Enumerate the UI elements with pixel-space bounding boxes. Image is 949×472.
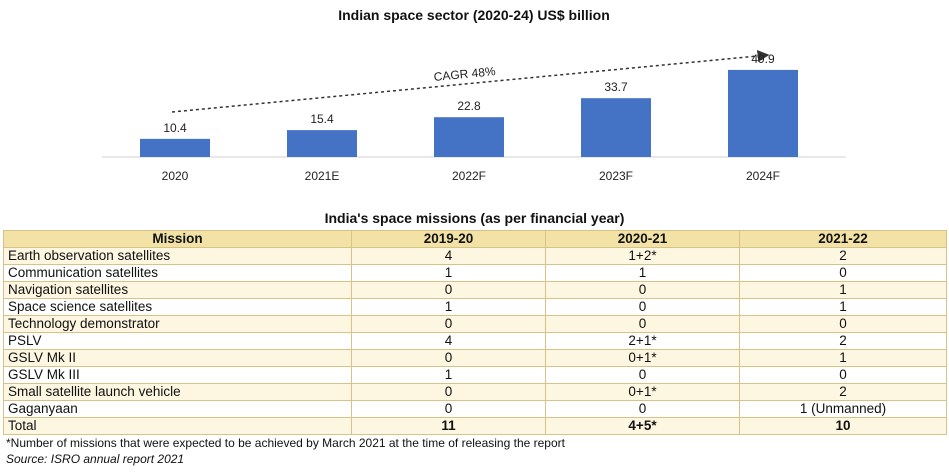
- mission-count-cell: 1: [351, 264, 546, 282]
- table-row: Navigation satellites 0 0 1: [3, 281, 947, 299]
- mission-name-cell: Gaganyaan: [3, 400, 352, 418]
- header-2020-21: 2020-21: [545, 230, 740, 248]
- mission-count-cell: 4: [351, 332, 546, 350]
- mission-count-cell: 0: [351, 400, 546, 418]
- value-label-2023f: 33.7: [604, 80, 628, 94]
- bar-2020: [140, 138, 210, 157]
- table-header-row: Mission 2019-20 2020-21 2021-22: [3, 230, 947, 248]
- value-label-2022f: 22.8: [457, 99, 481, 113]
- mission-count-cell: 1: [739, 281, 947, 299]
- bar-2022f: [434, 117, 504, 157]
- mission-count-cell: 4+5*: [545, 417, 740, 435]
- table-row: Space science satellites 1 0 1: [3, 298, 947, 316]
- mission-name-cell: Communication satellites: [3, 264, 352, 282]
- mission-count-cell: 0: [545, 298, 740, 316]
- bar-chart: Indian space sector (2020-24) US$ billio…: [102, 7, 846, 183]
- header-mission: Mission: [3, 230, 352, 248]
- value-label-2021e: 15.4: [310, 112, 334, 126]
- mission-count-cell: 0: [351, 383, 546, 401]
- mission-count-cell: 10: [739, 417, 947, 435]
- value-label-2024f: 49.9: [751, 52, 775, 66]
- bar-2024f: [728, 69, 798, 157]
- bar-2023f: [581, 98, 651, 157]
- mission-count-cell: 2: [739, 247, 947, 265]
- mission-count-cell: 1: [739, 298, 947, 316]
- missions-table: Mission 2019-20 2020-21 2021-22 Earth ob…: [3, 230, 947, 435]
- table-total-row: Total 11 4+5* 10: [3, 417, 947, 435]
- value-label-2020: 10.4: [163, 121, 187, 135]
- chart-title: Indian space sector (2020-24) US$ billio…: [338, 7, 610, 23]
- mission-count-cell: 0: [739, 315, 947, 333]
- cagr-trend-arrow: [171, 50, 770, 113]
- table-row: Communication satellites 1 1 0: [3, 264, 947, 282]
- x-tick-label-2023f: 2023F: [599, 169, 633, 183]
- mission-name-cell: Technology demonstrator: [3, 315, 352, 333]
- mission-count-cell: 1: [545, 264, 740, 282]
- mission-count-cell: 0: [351, 315, 546, 333]
- table-row: Small satellite launch vehicle 0 0+1* 2: [3, 383, 947, 401]
- table-row: Gaganyaan 0 0 1 (Unmanned): [3, 400, 947, 418]
- mission-count-cell: 0: [739, 366, 947, 384]
- table-row: GSLV Mk II 0 0+1* 1: [3, 349, 947, 367]
- mission-name-cell: Earth observation satellites: [3, 247, 352, 265]
- mission-count-cell: 0: [739, 264, 947, 282]
- bars-group: 10.4 2020 15.4 2021E 22.8 2022F 33.7 2023F 49.9 2…: [140, 52, 798, 183]
- cagr-annotation: CAGR 48%: [433, 64, 496, 84]
- x-tick-label-2022f: 2022F: [452, 169, 486, 183]
- mission-name-cell: Navigation satellites: [3, 281, 352, 299]
- header-2019-20: 2019-20: [351, 230, 546, 248]
- mission-count-cell: 1: [351, 298, 546, 316]
- mission-count-cell: 11: [351, 417, 546, 435]
- mission-name-cell: Total: [3, 417, 352, 435]
- table-title: India's space missions (as per financial…: [324, 210, 625, 226]
- table-row: PSLV 4 2+1* 2: [3, 332, 947, 350]
- mission-name-cell: GSLV Mk III: [3, 366, 352, 384]
- mission-count-cell: 0: [545, 366, 740, 384]
- table-row: GSLV Mk III 1 0 0: [3, 366, 947, 384]
- mission-count-cell: 2+1*: [545, 332, 740, 350]
- table-row: Earth observation satellites 4 1+2* 2: [3, 247, 947, 265]
- x-tick-label-2020: 2020: [162, 169, 189, 183]
- mission-name-cell: GSLV Mk II: [3, 349, 352, 367]
- mission-count-cell: 0+1*: [545, 349, 740, 367]
- mission-count-cell: 1 (Unmanned): [739, 400, 947, 418]
- mission-count-cell: 4: [351, 247, 546, 265]
- mission-count-cell: 2: [739, 383, 947, 401]
- x-tick-label-2021e: 2021E: [305, 169, 340, 183]
- header-2021-22: 2021-22: [739, 230, 947, 248]
- mission-count-cell: 1+2*: [545, 247, 740, 265]
- source-note: Source: ISRO annual report 2021: [6, 452, 185, 466]
- mission-name-cell: Space science satellites: [3, 298, 352, 316]
- mission-count-cell: 0: [545, 315, 740, 333]
- mission-count-cell: 0: [545, 400, 740, 418]
- mission-name-cell: PSLV: [3, 332, 352, 350]
- mission-name-cell: Small satellite launch vehicle: [3, 383, 352, 401]
- bar-2021e: [287, 130, 357, 157]
- mission-count-cell: 2: [739, 332, 947, 350]
- mission-count-cell: 0: [545, 281, 740, 299]
- footnote: *Number of missions that were expected t…: [6, 436, 565, 450]
- mission-count-cell: 1: [739, 349, 947, 367]
- mission-count-cell: 1: [351, 366, 546, 384]
- mission-count-cell: 0: [351, 349, 546, 367]
- x-tick-label-2024f: 2024F: [746, 169, 780, 183]
- table-row: Technology demonstrator 0 0 0: [3, 315, 947, 333]
- mission-count-cell: 0+1*: [545, 383, 740, 401]
- mission-count-cell: 0: [351, 281, 546, 299]
